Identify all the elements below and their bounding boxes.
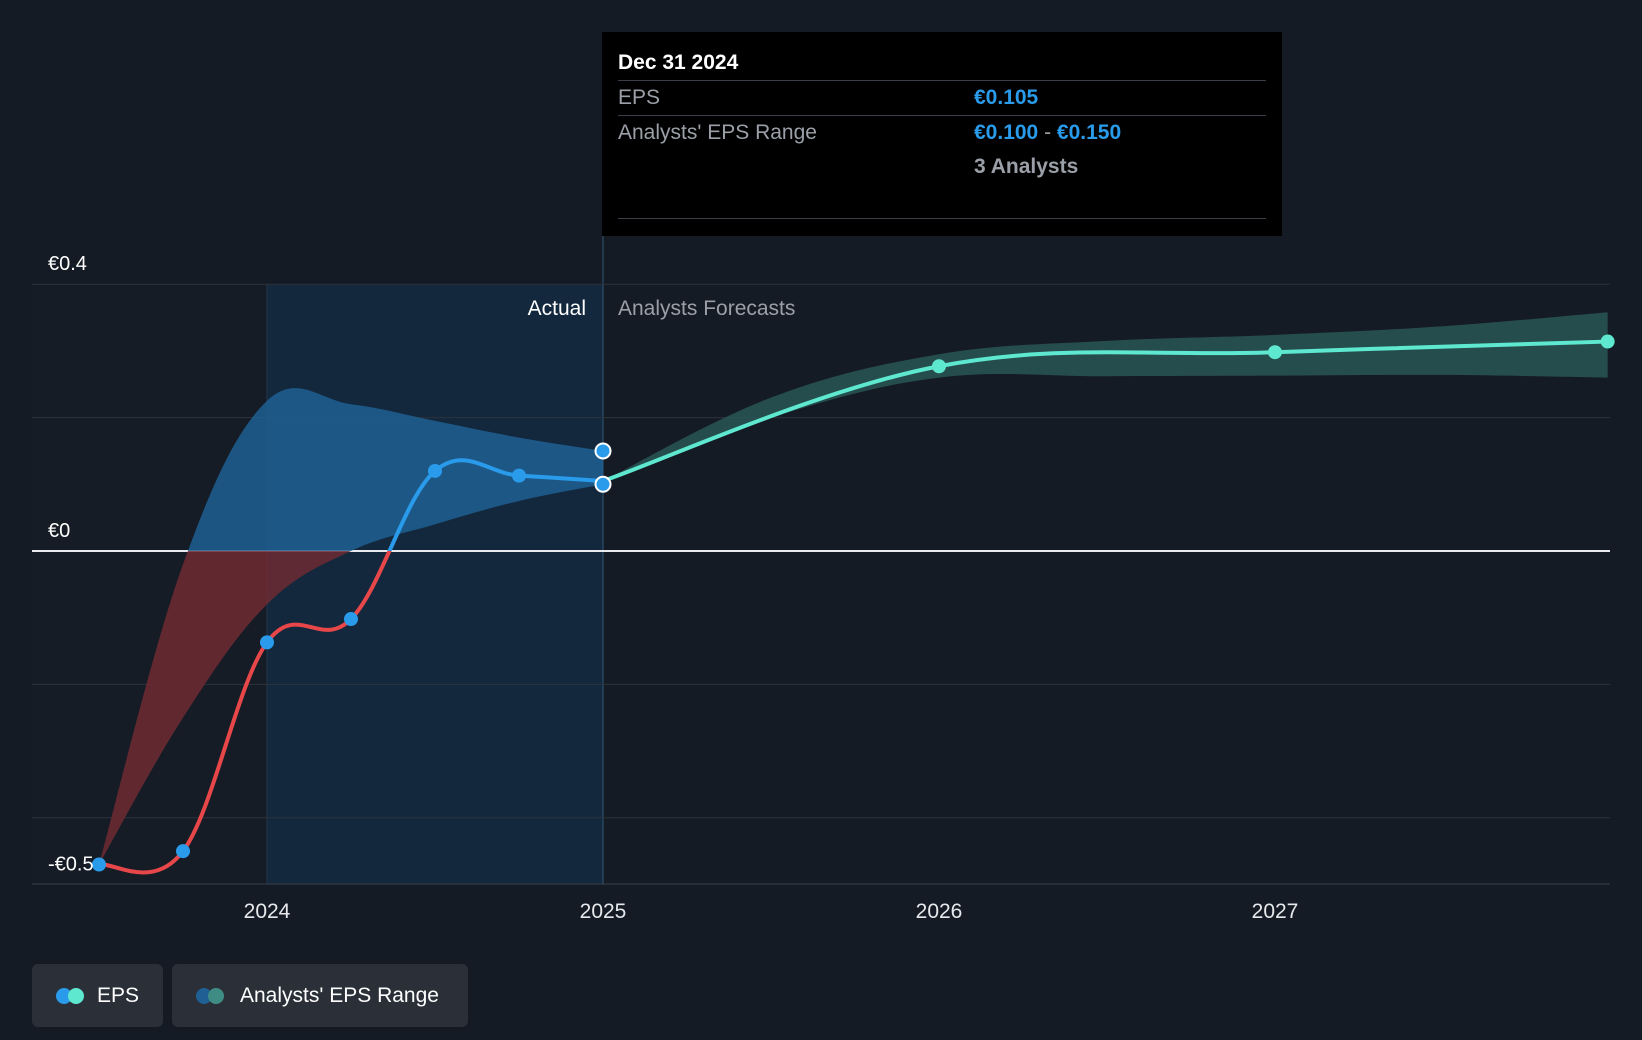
tooltip-analysts-row: 3 Analysts — [618, 150, 1266, 184]
eps-forecast-point — [1268, 345, 1282, 360]
tooltip-eps-label: EPS — [618, 86, 661, 109]
actual-label: Actual — [528, 297, 586, 320]
legend-eps-label: EPS — [96, 983, 139, 1007]
tooltip-range-value: €0.100 - €0.150 — [974, 116, 1121, 150]
eps-highlight-point — [594, 442, 612, 460]
legend-eps[interactable]: EPS — [32, 964, 163, 1027]
eps-actual-point — [512, 468, 526, 483]
tooltip-range-separator: - — [1044, 121, 1052, 144]
eps-forecast-point — [932, 359, 946, 374]
eps-actual-point — [428, 463, 442, 478]
eps-actual-point — [260, 635, 274, 650]
x-tick-label: 2026 — [916, 900, 963, 923]
past-range-area-negative — [99, 551, 351, 865]
x-tick-label: 2025 — [580, 900, 627, 923]
y-tick-label: -€0.5 — [48, 854, 94, 876]
eps-forecast-point — [1600, 334, 1615, 349]
y-tick-label: €0 — [48, 520, 70, 542]
actual-highlight-region — [267, 284, 603, 884]
x-tick-label: 2024 — [244, 900, 291, 923]
eps-highlight-point — [594, 475, 612, 493]
range-legend-icon — [196, 987, 226, 1004]
eps-markers — [92, 334, 1615, 872]
eps-actual-line-positive — [387, 458, 604, 551]
x-tick-label: 2027 — [1252, 900, 1299, 923]
tooltip-eps-value: €0.105 — [974, 86, 1039, 109]
tooltip-date: Dec 31 2024 — [618, 51, 739, 74]
eps-tooltip: Dec 31 2024 EPS €0.105 Analysts' EPS Ran… — [602, 32, 1282, 236]
forecast-label: Analysts Forecasts — [618, 297, 795, 320]
forecast-range-area — [603, 312, 1608, 481]
eps-actual-point — [344, 612, 358, 627]
tooltip-range-high: €0.150 — [1056, 121, 1122, 144]
axis-labels: €0.4 €0 -€0.5 2024 2025 2026 2027 Actual Analyst… — [48, 253, 1298, 923]
legend-range-label: Analysts' EPS Range — [240, 983, 439, 1007]
tooltip-range-low: €0.100 — [974, 121, 1039, 144]
eps-actual-point — [176, 844, 190, 859]
y-tick-label: €0.4 — [48, 253, 87, 275]
past-range-area-positive — [187, 388, 603, 551]
tooltip-eps-row: EPS €0.105 — [618, 80, 1266, 115]
tooltip-analysts: 3 Analysts — [974, 155, 1079, 178]
eps-actual-point — [92, 857, 106, 872]
legend-analysts-range[interactable]: Analysts' EPS Range — [172, 964, 468, 1027]
tooltip-bottom-rule — [618, 218, 1266, 219]
eps-forecast-line — [602, 339, 1608, 483]
eps-legend-icon — [56, 987, 84, 1004]
range-areas — [99, 312, 1608, 865]
tooltip-range-row: Analysts' EPS Range €0.100 - €0.150 — [618, 115, 1266, 150]
tooltip-range-label: Analysts' EPS Range — [618, 121, 817, 144]
